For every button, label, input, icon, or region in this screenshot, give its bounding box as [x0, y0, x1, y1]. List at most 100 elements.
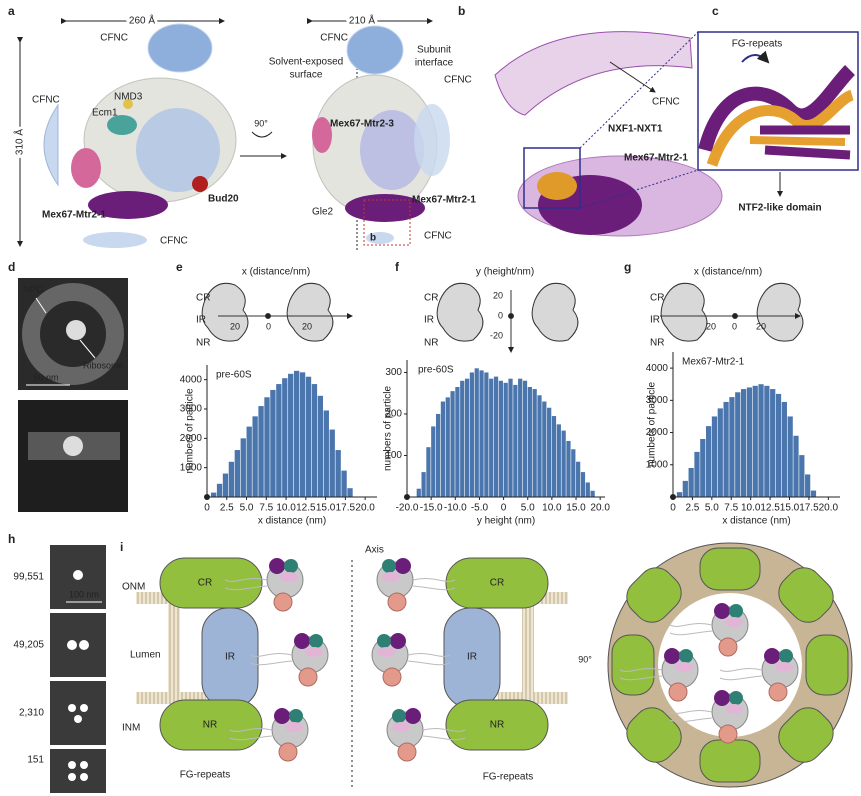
x-tick-label: 7.5 — [724, 503, 738, 514]
zoom-line — [579, 31, 699, 149]
x-tick-label: 10.0 — [741, 503, 761, 514]
label: Gle2 — [312, 207, 334, 218]
panel-letter: c — [712, 4, 719, 18]
origin — [508, 313, 514, 319]
ribbon — [749, 136, 846, 146]
bar — [282, 378, 288, 497]
label: IR — [467, 652, 477, 663]
x-tick-label: 10.0 — [276, 503, 296, 514]
panel-b: b CFNC NXF1-NXT1 Mex67-Mtr2-1 — [458, 4, 723, 237]
bar — [676, 492, 683, 497]
label: x (distance/nm) — [242, 267, 310, 278]
bar — [210, 492, 217, 497]
label: Mex67-Mtr2-1 — [624, 153, 688, 164]
count-label: 99,551 — [13, 572, 44, 583]
label: NR — [203, 720, 217, 731]
ribosome-schematic — [286, 282, 334, 342]
class-average — [50, 681, 106, 745]
bar — [503, 382, 508, 497]
particle — [80, 704, 88, 712]
particle — [80, 761, 88, 769]
y-axis-title: numbers of particle — [647, 382, 658, 467]
particle — [80, 773, 88, 781]
label: 0 — [266, 321, 271, 331]
bar — [746, 387, 753, 497]
x-tick-label: 17.5 — [336, 503, 356, 514]
dimension-label: 210 Å — [349, 14, 375, 27]
schematic-labels: e x (distance/nm) CR IR NR 20 0 20 f y (… — [176, 260, 766, 348]
bar — [571, 449, 576, 497]
mex-density — [312, 117, 332, 153]
y-tick-label: 1000 — [646, 459, 669, 470]
x-tick-label: 20.0 — [355, 503, 375, 514]
bar — [222, 473, 229, 497]
x-tick-label: 17.5 — [799, 503, 819, 514]
dimension-label: 260 Å — [129, 14, 155, 27]
class-average — [50, 613, 106, 677]
x-tick-label: 7.5 — [259, 503, 273, 514]
cfnc-density — [366, 232, 394, 244]
bar — [216, 483, 223, 497]
x-tick-label: 15.0 — [780, 503, 800, 514]
bar — [479, 370, 484, 497]
bar — [723, 401, 729, 497]
label: Subunit — [417, 45, 451, 56]
bar — [547, 407, 552, 497]
panel-a: a 260 Å 210 Å 310 Å CFNC CFNC CFNC NMD3 … — [8, 4, 476, 250]
x-tick-label: -5.0 — [471, 503, 489, 514]
mex-density — [345, 194, 425, 222]
x-tick-label: -20.0 — [396, 503, 419, 514]
bar — [508, 378, 513, 497]
bar — [787, 416, 793, 497]
y-tick-label: 3000 — [646, 395, 669, 406]
x-tick-label: 12.5 — [296, 503, 316, 514]
x-tick-label: -15.0 — [420, 503, 443, 514]
ribosome — [66, 320, 86, 340]
bar — [252, 416, 258, 497]
bar — [793, 435, 799, 497]
label: IR — [650, 315, 660, 326]
cfnc-density — [346, 25, 404, 75]
ring-cr — [159, 557, 263, 609]
label: NR — [650, 338, 664, 349]
y-tick-label: 2000 — [646, 427, 669, 438]
count-label: 49,205 — [13, 640, 44, 651]
count-label: 2,310 — [19, 708, 44, 719]
histograms: 0 2.5 5.0 7.5 10.0 12.5 15.0 17.5 20.01000200030… — [180, 352, 840, 527]
bar — [781, 401, 787, 497]
y-tick-label: 4000 — [180, 374, 203, 385]
x-tick-label: 0 — [204, 503, 210, 514]
panel-letter: g — [624, 260, 631, 274]
label: NXF1-NXT1 — [608, 124, 663, 135]
x-tick-label: 15.0 — [566, 503, 586, 514]
x-tick-label: 20.0 — [590, 503, 610, 514]
bar — [770, 389, 776, 497]
bar — [764, 385, 770, 497]
x-axis-title: y height (nm) — [477, 516, 535, 527]
panel-letter: f — [395, 260, 400, 274]
arrow — [609, 61, 656, 93]
x-tick-label: 10.0 — [542, 503, 562, 514]
npc-channel — [658, 593, 802, 737]
ribosome-schematic — [436, 282, 484, 342]
label: CR — [196, 293, 210, 304]
y-axis-title: numbers of particle — [383, 386, 394, 471]
bar — [711, 416, 718, 497]
bar — [513, 384, 518, 497]
y-tick-label: 2000 — [180, 433, 203, 444]
chart-title: Mex67-Mtr2-1 — [682, 357, 745, 368]
rotation-arrow — [251, 131, 273, 138]
bar — [228, 461, 235, 497]
label: 20 — [756, 321, 766, 331]
bar — [810, 490, 817, 497]
x-tick-label: 12.5 — [760, 503, 780, 514]
bar — [445, 397, 450, 497]
ribosome — [376, 557, 456, 612]
bar — [735, 392, 741, 497]
particle — [74, 715, 82, 723]
label: CFNC — [652, 97, 680, 108]
cfnc-label: CFNC — [320, 33, 348, 44]
panel-letter: a — [8, 4, 15, 18]
cfnc-density — [147, 23, 213, 73]
bar — [537, 395, 542, 497]
